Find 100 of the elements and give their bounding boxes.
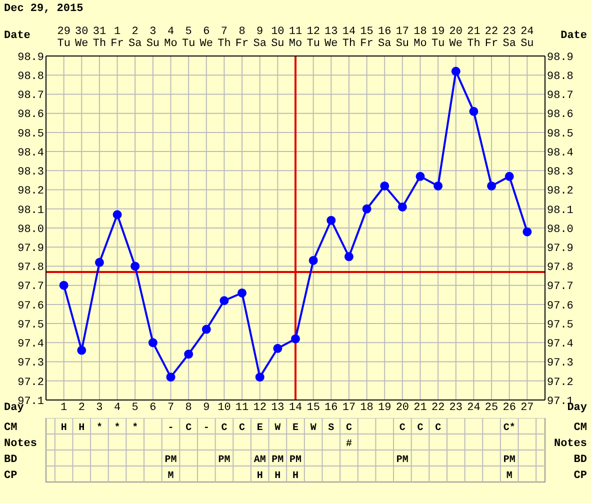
x-tick-label: 1 Fr xyxy=(110,26,124,50)
y-tick-label: 98.8 xyxy=(18,71,44,84)
x-tick-label: 7 Th xyxy=(218,26,231,50)
point xyxy=(202,324,211,334)
y-tick-label: 98.7 xyxy=(18,90,44,102)
point xyxy=(291,334,300,344)
text: E xyxy=(292,423,299,434)
x2-tick-label: 7 xyxy=(167,402,174,414)
x-tick-label: 11 Mo xyxy=(288,26,302,50)
x2-tick-label: 3 xyxy=(96,402,103,414)
point xyxy=(130,262,140,271)
point xyxy=(344,252,354,262)
x2-tick-label: 10 xyxy=(218,402,231,414)
y-tick-label: 98.2 xyxy=(18,186,44,198)
y-tick-label: 97.2 xyxy=(18,376,44,389)
x-tick-label: 21 Th xyxy=(467,26,481,50)
text: PM xyxy=(503,455,516,466)
y-tick-label: 97.8 xyxy=(18,262,44,274)
y2-tick-label: 98.9 xyxy=(547,52,574,64)
text: Date xyxy=(560,30,587,42)
y2-tick-label: 98.6 xyxy=(547,109,574,122)
text: C xyxy=(186,423,192,434)
x2-tick-label: 25 xyxy=(484,402,498,414)
text: PM xyxy=(218,455,230,466)
x-tick-label: 31 Th xyxy=(92,26,106,50)
text: AM xyxy=(254,455,266,466)
x2-tick-label: 22 xyxy=(431,402,445,414)
text: W xyxy=(310,423,316,434)
category-label: BD xyxy=(574,454,587,466)
x2-tick-label: 5 xyxy=(132,402,138,414)
point xyxy=(255,372,264,382)
category-label: CP xyxy=(4,470,18,482)
x-tick-label: 10 Su xyxy=(271,26,284,50)
x2-tick-label: 8 xyxy=(185,402,192,414)
y2-tick-label: 97.3 xyxy=(547,358,574,370)
point xyxy=(326,216,336,225)
x2-tick-label: 20 xyxy=(396,402,410,414)
point xyxy=(504,172,514,181)
y-tick-label: 98.6 xyxy=(18,109,44,122)
text: C xyxy=(435,423,442,434)
text: C xyxy=(417,423,424,434)
text: W xyxy=(274,423,281,434)
x2-tick-label: 24 xyxy=(467,402,481,414)
x2-tick-label: 27 xyxy=(520,402,534,414)
text: S xyxy=(328,423,334,434)
point xyxy=(273,344,282,353)
text: H xyxy=(256,471,263,482)
y2-tick-label: 98.2 xyxy=(547,186,574,198)
y2-tick-label: 97.9 xyxy=(547,243,574,256)
point xyxy=(238,288,247,298)
x-tick-label: 2 Sa xyxy=(128,26,142,50)
point xyxy=(380,181,390,190)
point xyxy=(59,280,68,290)
text: - xyxy=(168,423,174,434)
text: H xyxy=(274,471,281,482)
x2-tick-label: 23 xyxy=(449,402,462,414)
x2-tick-label: 19 xyxy=(378,402,392,414)
point xyxy=(77,346,86,355)
y2-tick-label: 98.5 xyxy=(547,128,574,140)
text: H xyxy=(292,471,299,482)
x2-tick-label: 6 xyxy=(150,402,156,414)
x-tick-label: 18 Mo xyxy=(414,26,427,50)
point xyxy=(487,181,496,190)
y-tick-label: 97.4 xyxy=(18,338,44,351)
x2-tick-label: 9 xyxy=(203,402,210,414)
x2-tick-label: 26 xyxy=(502,402,516,414)
x-tick-label: 13 We xyxy=(324,26,338,50)
x-tick-label: 12 Tu xyxy=(306,26,320,50)
y2-tick-label: 97.5 xyxy=(547,319,574,332)
x-tick-label: 19 Tu xyxy=(431,26,445,50)
x2-axis-title: Day xyxy=(4,402,24,414)
x-tick-label: 8 Fr xyxy=(235,26,249,50)
text: PM xyxy=(396,455,408,466)
x2-tick-label: 13 xyxy=(271,402,284,414)
x2-tick-label: 2 xyxy=(78,402,85,414)
x-tick-label: 17 Su xyxy=(396,26,410,50)
y2-tick-label: 97.8 xyxy=(547,262,574,274)
x2-tick-label: 1 xyxy=(60,402,68,414)
y2-tick-label: 98.3 xyxy=(547,166,574,179)
x-tick-label: 15 Fr xyxy=(360,26,374,50)
x2-tick-label: 16 xyxy=(324,402,338,414)
x-tick-label: 9 Sa xyxy=(253,26,267,50)
text: C xyxy=(239,423,246,434)
x2-tick-label: 11 xyxy=(235,402,250,414)
x-tick-label: 20 We xyxy=(449,26,462,50)
category-label: Notes xyxy=(554,438,587,450)
y2-tick-label: 97.4 xyxy=(547,338,574,351)
text: E xyxy=(256,423,263,434)
y2-tick-label: 98.1 xyxy=(547,204,574,217)
text: PM xyxy=(289,455,302,466)
y-tick-label: 97.5 xyxy=(18,319,44,332)
y-tick-label: 98.9 xyxy=(18,52,44,64)
point xyxy=(451,66,460,76)
text: C xyxy=(399,423,406,434)
x2-tick-label: 15 xyxy=(306,402,320,414)
x-tick-label: 30 We xyxy=(75,26,88,50)
category-label: CM xyxy=(4,422,18,434)
point xyxy=(522,227,532,236)
y-tick-label: 98.3 xyxy=(18,166,44,179)
x2-tick-label: 4 xyxy=(114,402,121,414)
